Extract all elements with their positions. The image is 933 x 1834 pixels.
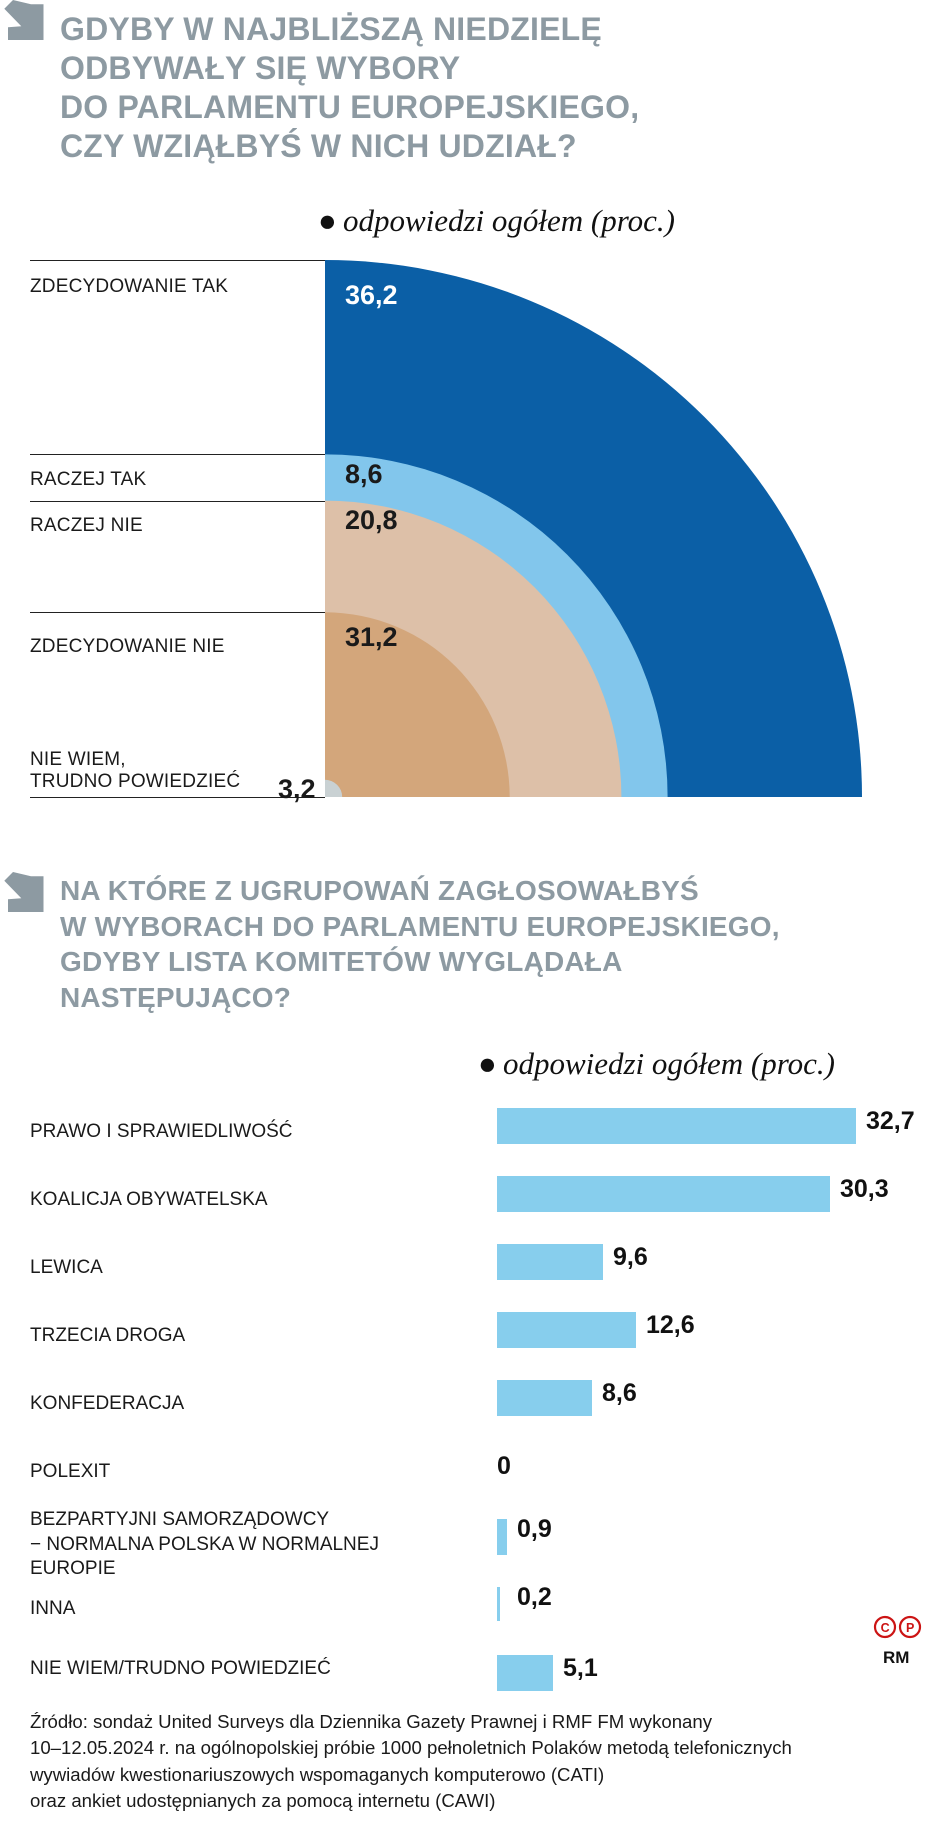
svg-text:C: C: [881, 1621, 890, 1635]
svg-text:P: P: [906, 1621, 914, 1635]
